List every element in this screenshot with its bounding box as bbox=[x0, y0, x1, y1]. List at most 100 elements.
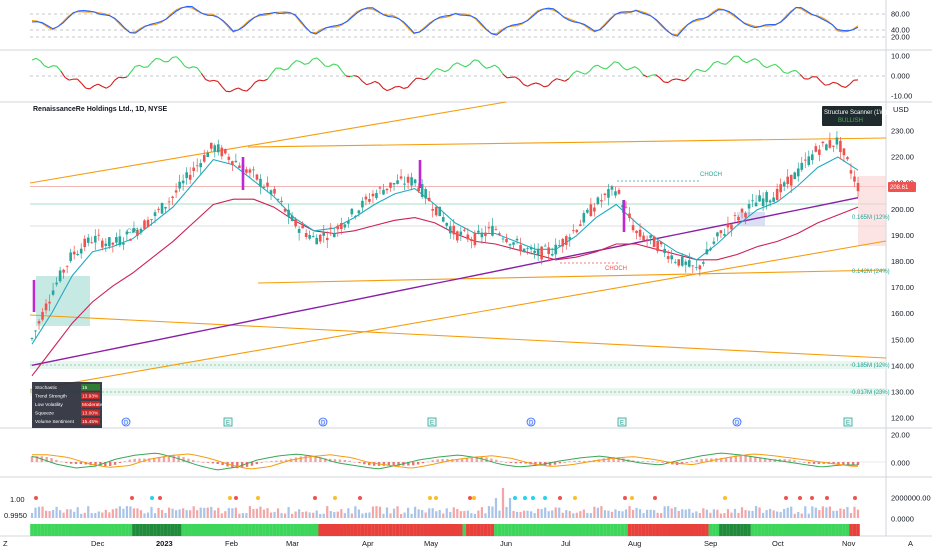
x-axis-label: Jul bbox=[561, 539, 571, 548]
volume-bar bbox=[164, 513, 166, 518]
oscillator-segment bbox=[69, 79, 73, 80]
volume-bar bbox=[667, 506, 669, 518]
volume-bar bbox=[787, 508, 789, 518]
volume-bar bbox=[453, 507, 455, 518]
trend-strip-bar bbox=[153, 524, 157, 536]
oscillator-segment bbox=[433, 69, 437, 72]
oscillator-segment bbox=[251, 82, 255, 87]
oscillator-segment bbox=[40, 61, 44, 66]
info-row-value: 15.45% bbox=[82, 419, 99, 425]
candle-body bbox=[445, 223, 448, 226]
stochastic-d-line bbox=[32, 7, 858, 35]
volume-bar bbox=[337, 512, 339, 518]
candle-body bbox=[547, 247, 550, 254]
volume-bar bbox=[277, 508, 279, 518]
trend-strip-bar bbox=[695, 524, 699, 536]
trend-strip-bar bbox=[146, 524, 150, 536]
volume-bar bbox=[551, 510, 553, 518]
oscillator-segment bbox=[610, 62, 614, 66]
oscillator-segment bbox=[177, 57, 181, 61]
trend-strip-bar bbox=[44, 524, 48, 536]
oscillator-segment bbox=[375, 81, 379, 83]
oscillator-segment bbox=[86, 88, 90, 89]
y-axis[interactable]: 80.0040.0020.0010.000.000-10.00230.00220… bbox=[4, 10, 931, 524]
oscillator-segment bbox=[437, 69, 441, 70]
volume-bar bbox=[84, 513, 86, 518]
macd-histogram-bar bbox=[691, 461, 693, 462]
candle-body bbox=[716, 232, 719, 236]
volume-bar bbox=[498, 511, 500, 518]
oscillator-segment bbox=[548, 81, 552, 85]
trend-strip-bar bbox=[501, 524, 505, 536]
volume-bar bbox=[171, 509, 173, 518]
trend-strip-bar bbox=[234, 524, 238, 536]
oscillator-segment bbox=[139, 65, 143, 67]
structure-scanner-badge[interactable]: Structure Scanner (1W) BULLISH bbox=[822, 106, 887, 126]
oscillator-segment bbox=[705, 68, 709, 71]
trend-strip-bar bbox=[255, 524, 259, 536]
candle-body bbox=[66, 266, 69, 267]
oscillator-panel bbox=[30, 56, 886, 91]
trend-strip-bar bbox=[691, 524, 695, 536]
trend-strip-bar bbox=[178, 524, 182, 536]
trend-strip-bar bbox=[512, 524, 516, 536]
candle-body bbox=[484, 233, 487, 237]
trend-strip-bar bbox=[90, 524, 94, 536]
oscillator-segment bbox=[709, 63, 713, 68]
trend-strip-bar bbox=[34, 524, 38, 536]
candle-body bbox=[171, 197, 174, 198]
trend-strip-bar bbox=[385, 524, 389, 536]
signal-dot bbox=[531, 496, 535, 500]
trend-strip-bar bbox=[185, 524, 189, 536]
volume-bar bbox=[544, 508, 546, 518]
trend-strip-bar bbox=[420, 524, 424, 536]
signal-dot bbox=[256, 496, 260, 500]
trend-strip-bar bbox=[582, 524, 586, 536]
trend-strip-bar bbox=[796, 524, 800, 536]
candle-body bbox=[259, 179, 262, 187]
oscillator-segment bbox=[631, 67, 635, 69]
oscillator-segment bbox=[808, 77, 812, 79]
candle-body bbox=[537, 249, 540, 255]
volume-bar bbox=[481, 507, 483, 518]
candle-body bbox=[667, 256, 670, 259]
candle-body bbox=[305, 233, 308, 237]
cls-label: CLS bbox=[127, 229, 139, 235]
candle-body bbox=[157, 209, 160, 210]
trend-strip-bar bbox=[125, 524, 129, 536]
oscillator-segment bbox=[222, 87, 226, 92]
trend-strip-bar bbox=[768, 524, 772, 536]
candle-body bbox=[62, 270, 65, 273]
candle-body bbox=[221, 148, 224, 157]
candlestick-series[interactable] bbox=[31, 131, 860, 341]
volume-bar bbox=[527, 511, 529, 518]
trend-strip-bar bbox=[849, 524, 853, 536]
volume-bar bbox=[744, 510, 746, 518]
trend-strip-bar bbox=[294, 524, 298, 536]
oscillator-segment bbox=[400, 87, 404, 89]
trend-strip-bar bbox=[564, 524, 568, 536]
candle-body bbox=[656, 241, 659, 251]
oscillator-segment bbox=[309, 59, 313, 63]
stochastic-k-line bbox=[32, 6, 858, 36]
trend-strip-bar bbox=[853, 524, 857, 536]
candle-body bbox=[692, 265, 695, 266]
trend-strip-bar bbox=[361, 524, 365, 536]
volume-bar bbox=[34, 508, 36, 518]
oscillator-segment bbox=[664, 82, 668, 83]
trend-strip-bar bbox=[382, 524, 386, 536]
macd-histogram-bar bbox=[109, 462, 111, 466]
volume-bar bbox=[685, 510, 687, 518]
oscillator-segment bbox=[647, 75, 651, 77]
oscillator-segment bbox=[44, 66, 48, 68]
oscillator-segment bbox=[680, 80, 684, 81]
volume-bar bbox=[249, 506, 251, 518]
volume-bar bbox=[41, 507, 43, 518]
oscillator-segment bbox=[49, 66, 53, 68]
trend-strip-bar bbox=[800, 524, 804, 536]
oscillator-segment bbox=[280, 68, 284, 70]
volume-bar bbox=[115, 508, 117, 518]
trend-strip-bar bbox=[55, 524, 59, 536]
